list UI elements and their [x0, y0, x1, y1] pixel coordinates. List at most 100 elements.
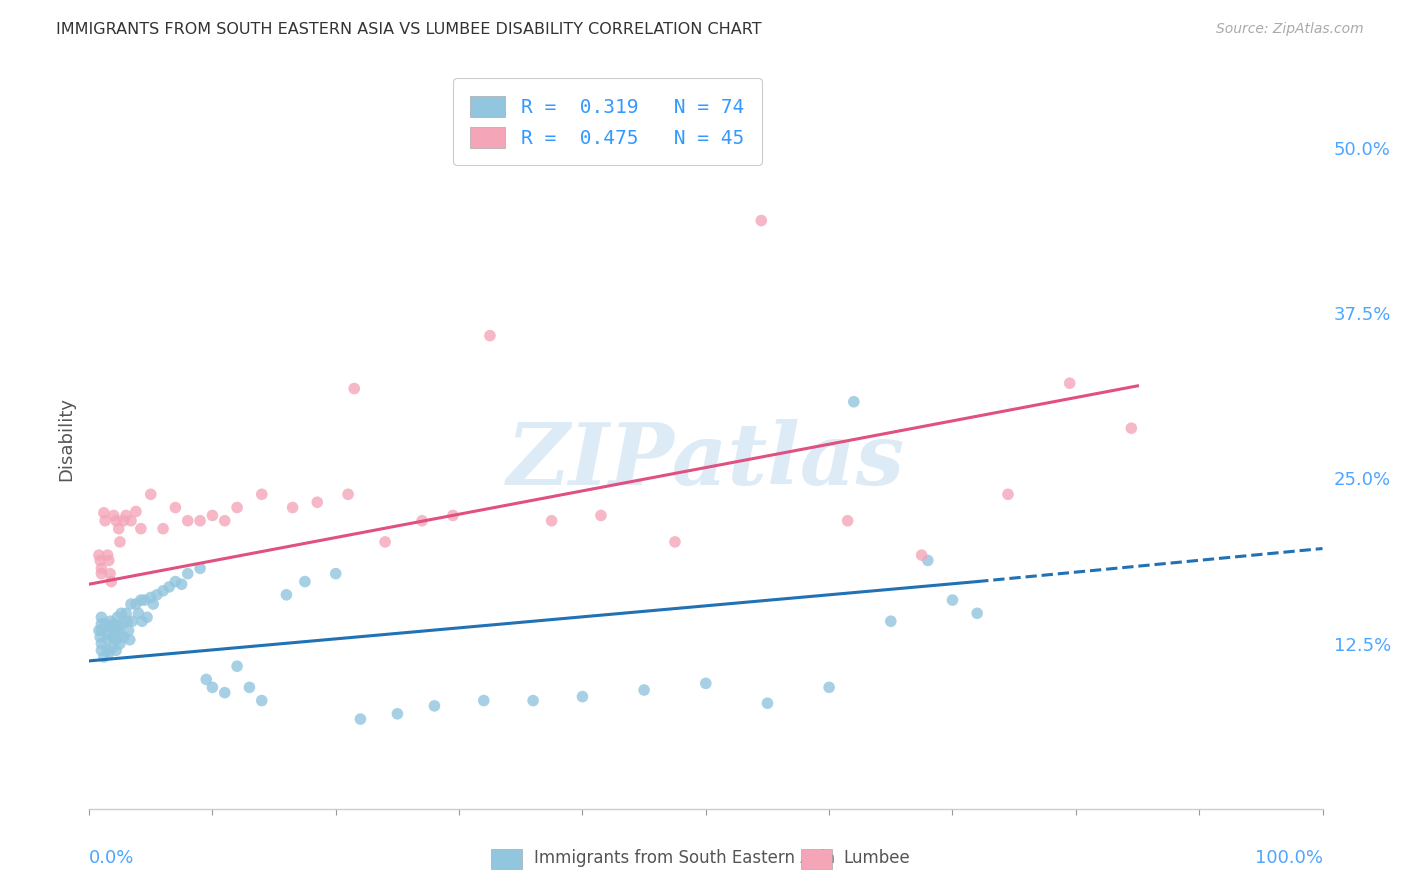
Point [101, 630, 124, 644]
Text: Source: ZipAtlas.com: Source: ZipAtlas.com [1216, 22, 1364, 37]
Point [880, 614, 903, 628]
Point [749, 213, 772, 227]
Point [917, 553, 939, 567]
Point [97, 632, 120, 647]
Point [522, 693, 544, 707]
Point [87, 548, 110, 562]
Point [294, 574, 316, 589]
Point [120, 514, 142, 528]
Point [837, 514, 859, 528]
Point [146, 588, 169, 602]
Point [343, 382, 366, 396]
Point [125, 597, 148, 611]
Point [121, 614, 143, 628]
Text: Immigrants from South Eastern Asia: Immigrants from South Eastern Asia [533, 849, 835, 867]
Point [97, 619, 120, 633]
Point [941, 593, 963, 607]
Point [108, 627, 131, 641]
Point [997, 487, 1019, 501]
Text: IMMIGRANTS FROM SOUTH EASTERN ASIA VS LUMBEE DISABILITY CORRELATION CHART: IMMIGRANTS FROM SOUTH EASTERN ASIA VS LU… [56, 22, 762, 37]
Point [104, 624, 127, 638]
Point [441, 508, 464, 523]
Point [472, 693, 495, 707]
Point [90, 610, 112, 624]
Point [238, 681, 260, 695]
Point [911, 548, 934, 562]
Point [101, 640, 124, 655]
Point [125, 504, 148, 518]
Point [103, 616, 125, 631]
Point [307, 495, 329, 509]
Point [374, 535, 396, 549]
Point [105, 632, 128, 647]
Point [540, 514, 562, 528]
Point [115, 508, 138, 523]
Legend: R =  0.319   N = 74, R =  0.475   N = 45: R = 0.319 N = 74, R = 0.475 N = 45 [453, 78, 762, 165]
Point [250, 693, 273, 707]
Point [664, 535, 686, 549]
Point [93, 506, 115, 520]
Point [97, 646, 120, 660]
Point [129, 522, 152, 536]
Point [90, 616, 112, 631]
Point [188, 514, 211, 528]
Point [105, 514, 128, 528]
Text: ZIPatlas: ZIPatlas [506, 419, 905, 503]
Point [195, 673, 218, 687]
Point [87, 624, 110, 638]
Point [842, 394, 865, 409]
Point [695, 676, 717, 690]
Point [349, 712, 371, 726]
Point [117, 614, 139, 628]
Point [337, 487, 360, 501]
Point [157, 580, 180, 594]
Point [115, 607, 138, 621]
Point [97, 548, 120, 562]
Point [105, 643, 128, 657]
Point [94, 616, 117, 631]
Point [201, 681, 224, 695]
Point [107, 619, 129, 633]
Point [165, 574, 187, 589]
Point [97, 553, 120, 567]
Point [103, 508, 125, 523]
Point [90, 637, 112, 651]
Point [117, 624, 139, 638]
Point [571, 690, 593, 704]
Point [276, 588, 298, 602]
Point [100, 619, 122, 633]
Point [127, 607, 149, 621]
Point [90, 643, 112, 657]
Point [136, 610, 159, 624]
Point [97, 627, 120, 641]
Point [411, 514, 433, 528]
Point [118, 632, 141, 647]
Point [188, 561, 211, 575]
Point [90, 624, 112, 638]
Point [111, 616, 134, 631]
Point [250, 487, 273, 501]
Point [423, 698, 446, 713]
Point [93, 649, 115, 664]
Point [170, 577, 193, 591]
Point [325, 566, 347, 581]
Point [112, 630, 135, 644]
Point [134, 593, 156, 607]
Point [201, 508, 224, 523]
Point [387, 706, 409, 721]
Point [89, 553, 111, 567]
Point [152, 522, 174, 536]
Point [165, 500, 187, 515]
Point [152, 583, 174, 598]
Text: Lumbee: Lumbee [842, 849, 910, 867]
Point [177, 566, 200, 581]
Point [107, 610, 129, 624]
Point [112, 514, 135, 528]
Point [177, 514, 200, 528]
Point [120, 597, 142, 611]
Point [756, 696, 779, 710]
Point [1059, 376, 1081, 391]
Point [214, 514, 236, 528]
Point [1121, 421, 1143, 435]
Point [281, 500, 304, 515]
